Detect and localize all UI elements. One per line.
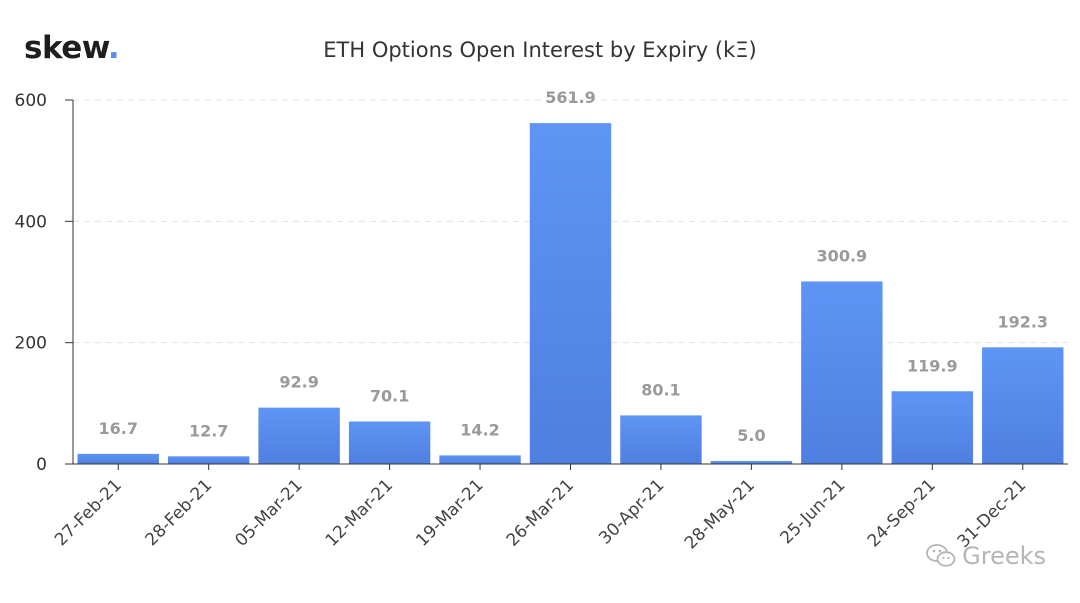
- data-label-28-May-21: 5.0: [737, 426, 765, 445]
- x-tick-label: 19-Mar-21: [412, 475, 487, 550]
- skew-logo: skew.: [24, 30, 120, 66]
- chart-title: ETH Options Open Interest by Expiry (kΞ): [323, 38, 757, 62]
- data-label-30-Apr-21: 80.1: [641, 380, 680, 399]
- bar-31-Dec-21: [982, 347, 1064, 464]
- x-tick-label: 28-May-21: [681, 475, 759, 553]
- data-labels: 16.7 12.7 92.9 70.1 14.2 561.9 80.1 5.0 300.9 119…: [98, 88, 1048, 445]
- wechat-icon: [926, 544, 956, 567]
- bar-05-Mar-21: [258, 407, 340, 464]
- x-tick-label: 24-Sep-21: [864, 475, 940, 551]
- bar-28-Feb-21: [167, 456, 250, 464]
- data-label-24-Sep-21: 119.9: [907, 356, 958, 375]
- y-tick-label: 0: [36, 455, 47, 475]
- y-tick-label: 200: [15, 334, 47, 354]
- bar-24-Sep-21: [891, 391, 974, 464]
- x-tick-label: 12-Mar-21: [322, 475, 397, 550]
- data-label-05-Mar-21: 92.9: [279, 373, 318, 392]
- data-label-25-Jun-21: 300.9: [817, 246, 868, 265]
- bar-25-Jun-21: [801, 281, 883, 464]
- data-label-28-Feb-21: 12.7: [189, 421, 228, 440]
- x-tick-label: 27-Feb-21: [51, 475, 126, 550]
- x-tick-label: 26-Mar-21: [503, 475, 578, 550]
- bar-19-Mar-21: [439, 455, 521, 464]
- logo-text: skew: [24, 30, 108, 66]
- bar-12-Mar-21: [348, 421, 431, 464]
- bar-28-May-21: [710, 460, 793, 464]
- watermark-text: Greeks: [962, 542, 1046, 570]
- y-tick-label: 600: [15, 91, 47, 111]
- bar-30-Apr-21: [620, 415, 702, 464]
- y-tick-label: 400: [15, 212, 47, 232]
- x-tick-label: 30-Apr-21: [595, 475, 668, 548]
- data-label-31-Dec-21: 192.3: [997, 312, 1048, 331]
- x-tick-label: 25-Jun-21: [777, 475, 850, 548]
- bar-27-Feb-21: [77, 453, 159, 464]
- bar-26-Mar-21: [529, 123, 612, 464]
- data-label-12-Mar-21: 70.1: [370, 386, 409, 405]
- x-tick-label: 05-Mar-21: [231, 475, 306, 550]
- logo-dot: .: [107, 30, 120, 66]
- data-label-27-Feb-21: 16.7: [98, 419, 137, 438]
- watermark: Greeks: [926, 542, 1046, 570]
- bars: [77, 123, 1064, 464]
- x-tick-label: 28-Feb-21: [142, 475, 217, 550]
- data-label-19-Mar-21: 14.2: [460, 420, 499, 439]
- data-label-26-Mar-21: 561.9: [545, 88, 596, 107]
- x-tick-label: 31-Dec-21: [954, 475, 1031, 552]
